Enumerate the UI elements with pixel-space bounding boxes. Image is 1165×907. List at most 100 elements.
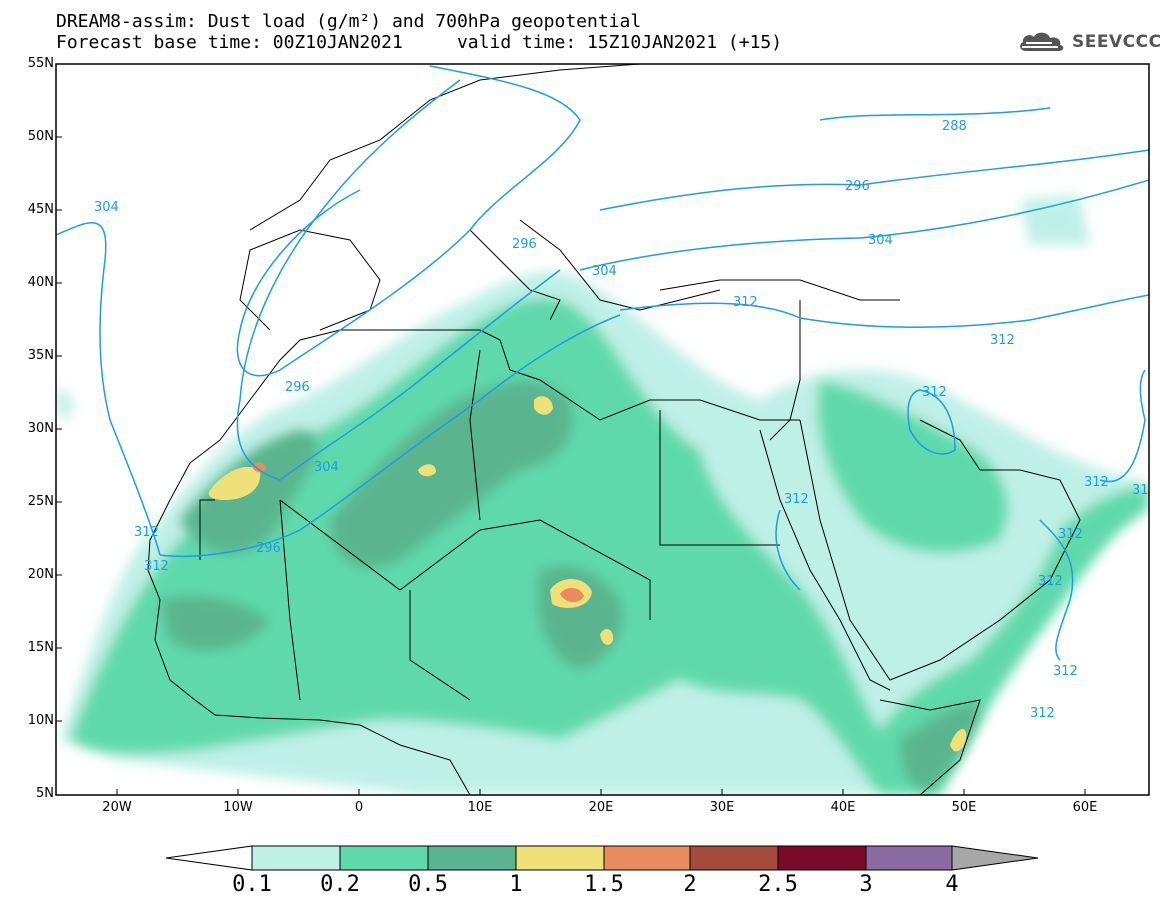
colorbar-bin: [603, 845, 691, 871]
dust-area-0-1c: [1020, 195, 1090, 245]
colorbar-bin: [515, 845, 605, 871]
contour-label: 296: [285, 380, 310, 395]
contour-label: 312: [1084, 475, 1109, 490]
lat-label: 20N: [27, 567, 54, 582]
lat-label: 55N: [27, 56, 54, 71]
colorbar-bin: [777, 845, 867, 871]
dust-area-0-5e: [160, 596, 270, 651]
coast-europe: [249, 64, 641, 231]
coast-balkans: [519, 219, 721, 311]
lat-label: 40N: [27, 275, 54, 290]
contour-312-far-west: [56, 222, 161, 556]
colorbar-label: 0.2: [320, 872, 360, 897]
contour-label: 296: [845, 179, 870, 194]
contour-label-layer: 288 296 304 312 296 304 312 296 304 296 …: [94, 119, 1149, 721]
contour-312-east: [619, 294, 1149, 328]
contour-312-gulf: [907, 389, 956, 455]
dust-area-1-5: [560, 587, 584, 603]
lon-label: 20E: [588, 800, 614, 815]
lat-label: 45N: [27, 202, 54, 217]
geopotential-contours: [56, 65, 1149, 661]
dust-area-1: [208, 466, 261, 500]
contour-label: 312: [1053, 664, 1078, 679]
coast-west-africa: [147, 462, 471, 795]
contour-304-east: [579, 179, 1149, 271]
colorbar-label: 2.5: [758, 872, 798, 897]
border-6: [469, 349, 481, 521]
contour-label: 312: [144, 559, 169, 574]
contour-label: 312: [990, 333, 1015, 348]
colorbar-label: 2: [683, 872, 697, 897]
coast-north-africa: [189, 329, 800, 464]
coastlines-borders: [147, 64, 1081, 795]
lon-label: 40E: [830, 800, 856, 815]
lat-label: 10N: [27, 713, 54, 728]
map-title: DREAM8-assim: Dust load (g/m²) and 700hP…: [56, 11, 642, 32]
contour-label: 296: [512, 237, 537, 252]
border-2: [279, 499, 651, 620]
colorbar-low-arrow: [165, 845, 253, 871]
contour-label: 312: [1038, 574, 1063, 589]
contour-312-far-east: [1099, 369, 1146, 483]
axis-ticks: [56, 63, 1086, 795]
contour-312-oman: [1039, 519, 1074, 661]
dust-area-1c: [418, 464, 436, 477]
contour-296-west: [236, 65, 581, 377]
border-4: [409, 590, 471, 701]
contour-label: 304: [868, 233, 893, 248]
colorbar-bin: [427, 845, 517, 871]
lat-label: 25N: [27, 494, 54, 509]
colorbar-label: 4: [945, 872, 959, 897]
contour-label: 304: [314, 460, 339, 475]
colorbar-bin: [689, 845, 779, 871]
contour-label: 304: [94, 200, 119, 215]
border-5: [199, 499, 215, 560]
contour-label: 312: [1030, 706, 1055, 721]
forecast-times: Forecast base time: 00Z10JAN2021 valid t…: [56, 32, 783, 53]
contour-label: 312: [922, 385, 947, 400]
colorbar-label: 0.1: [232, 872, 272, 897]
logo-text: SEEVCCC: [1072, 32, 1162, 52]
lon-label: 10E: [467, 800, 493, 815]
dust-area-0-5b: [330, 381, 573, 568]
dust-area-0-2b: [817, 380, 1008, 554]
colorbar: [165, 845, 1039, 871]
contour-312-arabia: [775, 509, 801, 591]
coast-turkey: [659, 279, 900, 301]
dust-area-1f: [950, 729, 967, 752]
colorbar-label: 1: [509, 872, 523, 897]
contour-label: 312: [784, 492, 809, 507]
dust-area-0-2: [70, 297, 1149, 795]
dust-area-0-1b: [56, 389, 73, 420]
lon-label: 0: [354, 800, 364, 815]
contour-label: 288: [942, 119, 967, 134]
dust-fields: [56, 195, 1149, 795]
colorbar-bin: [865, 845, 953, 871]
coast-red-sea: [759, 429, 891, 691]
border-3: [659, 410, 780, 546]
colorbar-label: 1.5: [584, 872, 624, 897]
contour-label: 304: [592, 264, 617, 279]
lat-label: 15N: [27, 640, 54, 655]
contour-label: 31: [1132, 483, 1149, 498]
coast-levant: [769, 300, 801, 441]
contour-296-east: [599, 149, 1149, 211]
dust-area-1-5b: [252, 462, 266, 473]
dust-area-1b: [534, 396, 553, 415]
contour-304-west: [236, 79, 561, 481]
coast-horn-africa: [879, 699, 981, 795]
lon-label: 50E: [951, 800, 977, 815]
lon-label: 30E: [709, 800, 735, 815]
dust-area-0-5d: [900, 704, 980, 790]
border-1: [279, 499, 301, 701]
lat-label: 35N: [27, 348, 54, 363]
lat-label: 50N: [27, 129, 54, 144]
colorbar-label: 3: [859, 872, 873, 897]
contour-312-west: [159, 314, 621, 558]
coast-arabia: [799, 419, 1081, 681]
colorbar-bin: [339, 845, 429, 871]
seevccc-logo: SEEVCCC: [1016, 28, 1162, 56]
contour-label: 312: [733, 295, 758, 310]
colorbar-bin: [251, 845, 341, 871]
contour-label: 312: [134, 525, 159, 540]
